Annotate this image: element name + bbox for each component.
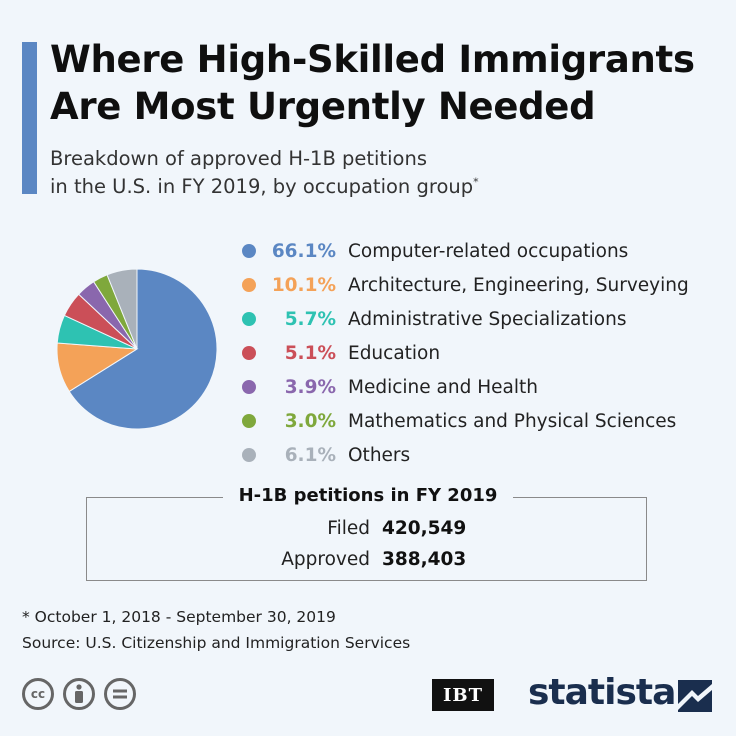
no-derivatives-icon[interactable]	[104, 678, 136, 710]
legend-dot-icon	[242, 448, 256, 462]
legend-value: 5.1%	[284, 342, 336, 364]
legend-dot-icon	[242, 244, 256, 258]
chart-legend: 66.1% Computer-related occupations 10.1% Ar…	[242, 234, 689, 472]
stats-row-label: Filed	[327, 518, 370, 539]
ibt-logo[interactable]: IBT	[432, 679, 494, 711]
legend-label: Education	[348, 342, 441, 364]
legend-value: 3.0%	[284, 410, 336, 432]
legend-dot-icon	[242, 380, 256, 394]
pie-slice-others	[106, 268, 138, 350]
legend-value: 6.1%	[284, 444, 336, 466]
legend-dot-icon	[242, 278, 256, 292]
stats-box-title: H-1B petitions in FY 2019	[0, 485, 736, 506]
legend-item: 3.0% Mathematics and Physical Sciences	[242, 404, 689, 438]
pie-chart	[56, 268, 218, 430]
legend-label: Others	[348, 444, 411, 466]
chart-title: Where High-Skilled Immigrants Are Most U…	[50, 36, 730, 130]
subtitle-line-2: in the U.S. in FY 2019, by occupation gr…	[50, 175, 474, 198]
statista-logo[interactable]: statista	[528, 672, 676, 713]
legend-label: Mathematics and Physical Sciences	[348, 410, 677, 432]
legend-dot-icon	[242, 312, 256, 326]
legend-item: 5.7% Administrative Specializations	[242, 302, 689, 336]
legend-label: Administrative Specializations	[348, 308, 627, 330]
chart-subtitle: Breakdown of approved H-1B petitions in …	[50, 145, 650, 201]
license-icons: cc	[22, 678, 136, 710]
attribution-icon[interactable]	[63, 678, 95, 710]
title-line-2: Are Most Urgently Needed	[50, 85, 596, 128]
legend-item: 5.1% Education	[242, 336, 689, 370]
legend-dot-icon	[242, 346, 256, 360]
pie-slice-computer-related-occupations	[68, 268, 218, 430]
legend-label: Medicine and Health	[348, 376, 538, 398]
legend-item: 6.1% Others	[242, 438, 689, 472]
legend-item: 3.9% Medicine and Health	[242, 370, 689, 404]
source-note: Source: U.S. Citizenship and Immigration…	[22, 634, 411, 652]
legend-item: 66.1% Computer-related occupations	[242, 234, 689, 268]
statista-mark-icon	[678, 680, 712, 712]
legend-dot-icon	[242, 414, 256, 428]
legend-value: 66.1%	[271, 240, 336, 262]
stats-row-value: 388,403	[382, 549, 467, 570]
subtitle-line-1: Breakdown of approved H-1B petitions	[50, 147, 427, 170]
cc-icon[interactable]: cc	[22, 678, 54, 710]
footnote: * October 1, 2018 - September 30, 2019	[22, 608, 336, 626]
legend-value: 3.9%	[284, 376, 336, 398]
legend-label: Computer-related occupations	[348, 240, 629, 262]
accent-bar	[22, 42, 37, 194]
title-line-1: Where High-Skilled Immigrants	[50, 38, 695, 81]
stats-row-value: 420,549	[382, 518, 467, 539]
legend-label: Architecture, Engineering, Surveying	[348, 274, 689, 296]
legend-value: 5.7%	[284, 308, 336, 330]
legend-item: 10.1% Architecture, Engineering, Surveyin…	[242, 268, 689, 302]
stats-box-title-text: H-1B petitions in FY 2019	[222, 485, 514, 506]
subtitle-footnote-marker: *	[473, 175, 479, 189]
legend-value: 10.1%	[271, 274, 336, 296]
stats-row-label: Approved	[281, 549, 370, 570]
